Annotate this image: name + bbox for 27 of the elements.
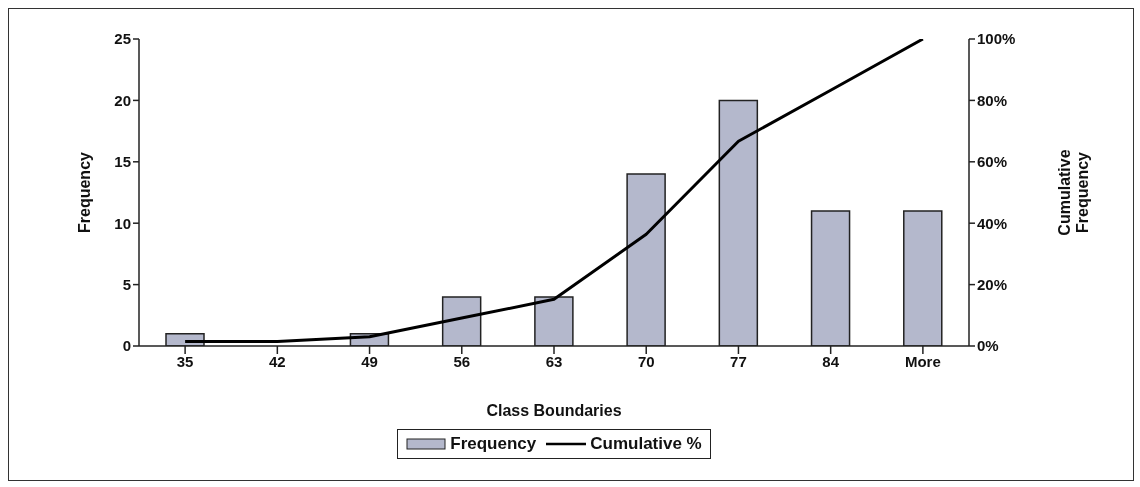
y-tick-label: 10 bbox=[114, 214, 131, 232]
y-axis-title: Frequency bbox=[75, 151, 93, 233]
x-tick-label: 42 bbox=[268, 352, 286, 370]
y2-tick-label: 40% bbox=[977, 214, 1008, 232]
y2-tick-label: 60% bbox=[977, 153, 1008, 171]
line-series bbox=[183, 39, 925, 343]
y-tick-label: 5 bbox=[122, 275, 131, 293]
legend-label: Frequency bbox=[449, 434, 537, 454]
x-tick-label: 70 bbox=[637, 352, 655, 370]
x-tick-label: 63 bbox=[545, 352, 563, 370]
y2-tick-label: 20% bbox=[977, 275, 1008, 293]
x-tick-label: 49 bbox=[361, 352, 378, 370]
y2-tick-label: 100% bbox=[977, 30, 1016, 48]
x-tick-label: 84 bbox=[822, 352, 840, 370]
y2-tick-label: 0% bbox=[977, 337, 999, 355]
x-tick-label: 77 bbox=[730, 352, 747, 370]
x-tick-label: 35 bbox=[176, 352, 194, 370]
y2-tick-label: 80% bbox=[977, 91, 1008, 109]
y2-axis-title: Cumulative Frequency bbox=[1056, 149, 1091, 236]
y-tick-label: 20 bbox=[114, 91, 131, 109]
x-tick-label: 56 bbox=[453, 352, 471, 370]
y-tick-label: 25 bbox=[114, 30, 131, 48]
y-tick-label: 0 bbox=[122, 337, 131, 355]
legend-label: Cumulative % bbox=[589, 434, 702, 454]
y-tick-label: 15 bbox=[114, 153, 131, 171]
x-tick-label: More bbox=[904, 352, 941, 370]
x-axis-title: Class Boundaries bbox=[486, 402, 622, 419]
